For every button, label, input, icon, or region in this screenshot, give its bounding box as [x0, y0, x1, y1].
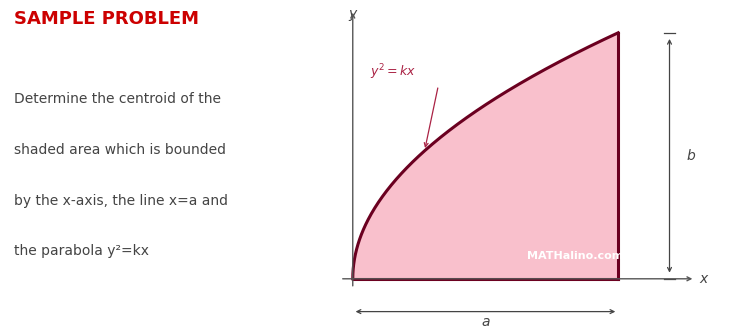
- Text: b: b: [686, 149, 695, 163]
- Text: Determine the centroid of the: Determine the centroid of the: [13, 92, 221, 106]
- Text: by the x-axis, the line x=a and: by the x-axis, the line x=a and: [13, 194, 227, 208]
- Polygon shape: [353, 33, 618, 279]
- Text: x: x: [700, 272, 708, 286]
- Text: shaded area which is bounded: shaded area which is bounded: [13, 143, 226, 157]
- Text: y: y: [348, 7, 357, 21]
- Text: SAMPLE PROBLEM: SAMPLE PROBLEM: [13, 10, 199, 28]
- Text: $y^2 = kx$: $y^2 = kx$: [370, 62, 416, 82]
- Text: the parabola y²=kx: the parabola y²=kx: [13, 244, 148, 258]
- Text: a: a: [481, 315, 490, 328]
- Text: MATHalino.com: MATHalino.com: [527, 251, 624, 261]
